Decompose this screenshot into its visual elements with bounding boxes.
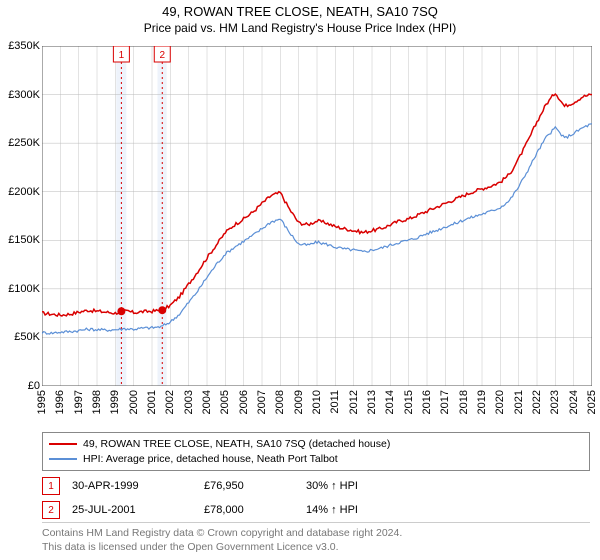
table-row: 2 25-JUL-2001 £78,000 14% ↑ HPI [42, 498, 590, 522]
sale-date: 30-APR-1999 [72, 480, 192, 492]
y-axis-tick-label: £300K [0, 89, 40, 101]
legend-label-hpi: HPI: Average price, detached house, Neat… [83, 452, 338, 467]
legend-item-subject: 49, ROWAN TREE CLOSE, NEATH, SA10 7SQ (d… [49, 437, 583, 452]
y-axis-tick-label: £350K [0, 40, 40, 52]
x-axis-tick-label: 1995 [36, 390, 48, 414]
x-axis-tick-label: 2006 [238, 390, 250, 414]
y-axis-tick-label: £0 [0, 380, 40, 392]
x-axis-tick-label: 2010 [311, 390, 323, 414]
line-chart: 12 [42, 46, 592, 386]
x-axis-tick-label: 2001 [146, 390, 158, 414]
chart-title: 49, ROWAN TREE CLOSE, NEATH, SA10 7SQ [0, 0, 600, 19]
sale-date: 25-JUL-2001 [72, 504, 192, 516]
y-axis-tick-label: £200K [0, 186, 40, 198]
sale-marker-icon: 2 [42, 501, 60, 519]
y-axis-tick-label: £150K [0, 234, 40, 246]
x-axis-tick-label: 2013 [366, 390, 378, 414]
svg-text:2: 2 [159, 50, 165, 61]
x-axis-tick-label: 2020 [494, 390, 506, 414]
legend-swatch-hpi [49, 458, 77, 460]
sale-price: £76,950 [204, 480, 294, 492]
footer: Contains HM Land Registry data © Crown c… [42, 522, 590, 554]
sale-price: £78,000 [204, 504, 294, 516]
x-axis-tick-label: 2012 [348, 390, 360, 414]
footer-line: Contains HM Land Registry data © Crown c… [42, 527, 590, 541]
x-axis-tick-label: 2000 [128, 390, 140, 414]
x-axis-tick-label: 1998 [91, 390, 103, 414]
footer-line: This data is licensed under the Open Gov… [42, 541, 590, 555]
sales-table: 1 30-APR-1999 £76,950 30% ↑ HPI 2 25-JUL… [42, 474, 590, 522]
x-axis-tick-label: 2004 [201, 390, 213, 414]
x-axis-tick-label: 2014 [384, 390, 396, 414]
x-axis-tick-label: 1997 [73, 390, 85, 414]
x-axis-tick-label: 1999 [109, 390, 121, 414]
svg-text:1: 1 [119, 50, 125, 61]
x-axis-tick-label: 2018 [458, 390, 470, 414]
x-axis-tick-label: 2005 [219, 390, 231, 414]
x-axis-tick-label: 2022 [531, 390, 543, 414]
legend-label-subject: 49, ROWAN TREE CLOSE, NEATH, SA10 7SQ (d… [83, 437, 390, 452]
sale-pct: 30% ↑ HPI [306, 480, 416, 492]
x-axis-tick-label: 2016 [421, 390, 433, 414]
x-axis-tick-label: 2003 [183, 390, 195, 414]
y-axis-tick-label: £50K [0, 331, 40, 343]
x-axis-tick-label: 2019 [476, 390, 488, 414]
x-axis-tick-label: 2011 [329, 390, 341, 414]
x-axis-tick-label: 2017 [439, 390, 451, 414]
x-axis-tick-label: 2009 [293, 390, 305, 414]
sale-marker-icon: 1 [42, 477, 60, 495]
table-row: 1 30-APR-1999 £76,950 30% ↑ HPI [42, 474, 590, 498]
x-axis-tick-label: 1996 [54, 390, 66, 414]
legend-swatch-subject [49, 443, 77, 445]
legend: 49, ROWAN TREE CLOSE, NEATH, SA10 7SQ (d… [42, 432, 590, 471]
x-axis-tick-label: 2015 [403, 390, 415, 414]
x-axis-tick-label: 2024 [568, 390, 580, 414]
x-axis-tick-label: 2002 [164, 390, 176, 414]
sale-pct: 14% ↑ HPI [306, 504, 416, 516]
y-axis-tick-label: £250K [0, 137, 40, 149]
y-axis-tick-label: £100K [0, 283, 40, 295]
plot-area: 12 [42, 46, 592, 386]
x-axis-tick-label: 2021 [513, 390, 525, 414]
x-axis-tick-label: 2023 [549, 390, 561, 414]
legend-item-hpi: HPI: Average price, detached house, Neat… [49, 452, 583, 467]
chart-subtitle: Price paid vs. HM Land Registry's House … [0, 19, 600, 39]
x-axis-tick-label: 2007 [256, 390, 268, 414]
x-axis-tick-label: 2025 [586, 390, 598, 414]
x-axis-tick-label: 2008 [274, 390, 286, 414]
